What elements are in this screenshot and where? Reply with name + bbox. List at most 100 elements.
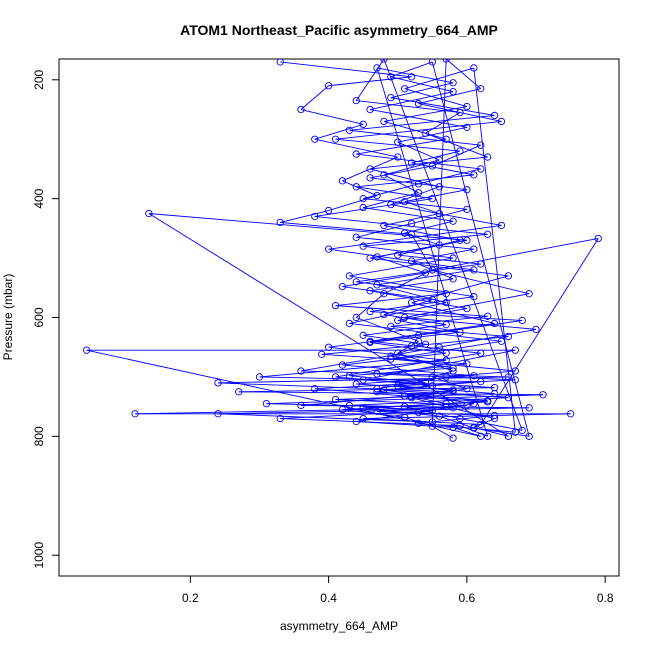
series-line-segment xyxy=(390,82,454,99)
data-point xyxy=(414,99,423,108)
data-point xyxy=(463,205,471,213)
data-point xyxy=(435,209,443,218)
data-point xyxy=(338,361,347,369)
data-point xyxy=(483,312,492,320)
data-point xyxy=(366,338,374,347)
data-point xyxy=(324,245,333,253)
data-point xyxy=(407,159,416,167)
series-line-segment xyxy=(335,305,488,317)
series-line-segment xyxy=(238,387,495,393)
series-line-segment xyxy=(418,422,516,433)
data-point xyxy=(428,382,436,390)
data-point xyxy=(483,153,492,161)
series-line-segment xyxy=(390,61,433,78)
data-point xyxy=(331,373,340,381)
series-line-segment xyxy=(480,238,599,425)
data-point xyxy=(470,424,478,432)
data-point xyxy=(532,325,540,334)
series-line-segment xyxy=(356,383,454,391)
series-line-segment xyxy=(390,76,454,93)
series-line-segment xyxy=(363,413,571,419)
data-point xyxy=(477,165,485,173)
series-line-segment xyxy=(397,239,461,256)
data-point xyxy=(477,420,485,429)
data-point xyxy=(456,328,464,337)
series-line-segment xyxy=(369,168,440,188)
data-point xyxy=(311,385,319,393)
series-line-segment xyxy=(259,359,447,378)
data-point xyxy=(380,386,388,394)
series-line-segment xyxy=(370,278,454,292)
series-line-segment xyxy=(238,391,543,396)
data-point xyxy=(490,383,499,392)
data-point xyxy=(407,257,416,265)
data-point xyxy=(470,171,478,179)
data-point xyxy=(518,426,526,435)
x-axis: 0.2 0.4 0.6 0.8 xyxy=(182,576,614,605)
data-point xyxy=(442,298,450,307)
data-point xyxy=(525,432,533,441)
series-line-segment xyxy=(376,256,426,274)
data-point xyxy=(470,293,478,301)
data-point xyxy=(470,372,478,380)
series-line-segment xyxy=(280,221,412,235)
data-point xyxy=(373,281,381,289)
data-point xyxy=(214,410,222,418)
data-point xyxy=(373,253,381,261)
series-line-segment xyxy=(280,210,329,223)
x-tick-label: 0.6 xyxy=(459,591,476,605)
data-point xyxy=(449,275,457,283)
data-point xyxy=(401,413,409,421)
data-point xyxy=(470,266,478,274)
data-point xyxy=(297,105,305,114)
y-tick-label: 800 xyxy=(32,426,46,446)
data-point xyxy=(483,230,492,238)
data-point xyxy=(352,278,360,286)
data-point xyxy=(324,343,333,351)
data-point xyxy=(345,401,354,410)
data-point xyxy=(449,88,457,96)
series-line-segment xyxy=(356,186,433,200)
data-point xyxy=(421,269,430,277)
data-point xyxy=(359,376,367,384)
data-point xyxy=(345,319,354,328)
series-line-segment xyxy=(404,416,433,427)
data-point xyxy=(401,402,409,411)
data-point xyxy=(276,218,284,227)
series-line-segment xyxy=(356,174,474,188)
data-point xyxy=(345,272,354,280)
series-line-segment xyxy=(335,120,502,140)
data-point xyxy=(276,414,284,423)
data-point xyxy=(470,64,478,72)
data-point xyxy=(366,254,374,262)
data-point xyxy=(414,180,423,188)
series-line-segment xyxy=(300,346,440,372)
series-line-segment xyxy=(383,174,419,194)
series-line-segment xyxy=(363,183,419,200)
data-point xyxy=(463,304,471,313)
data-point xyxy=(414,189,423,197)
data-point xyxy=(324,82,333,90)
data-point xyxy=(311,135,319,143)
data-point xyxy=(525,404,533,412)
data-point xyxy=(380,117,388,126)
series-line-segment xyxy=(383,213,440,226)
data-point xyxy=(352,96,360,105)
data-point xyxy=(131,410,139,418)
series-line-segment xyxy=(314,123,364,140)
data-point xyxy=(401,229,409,237)
series-line-segment xyxy=(342,272,426,288)
series-line-segment xyxy=(411,336,509,347)
data-point xyxy=(435,343,443,351)
series-line-segment xyxy=(328,346,447,361)
data-point xyxy=(324,206,333,215)
data-point xyxy=(442,290,450,298)
data-point xyxy=(359,203,367,212)
data-point xyxy=(407,342,416,350)
series-line-segment xyxy=(356,138,447,155)
series-line-segment xyxy=(473,427,530,437)
series-line-segment xyxy=(390,325,509,337)
data-point xyxy=(311,212,319,221)
series-line-segment xyxy=(300,109,364,125)
series-line-segment xyxy=(349,115,495,131)
